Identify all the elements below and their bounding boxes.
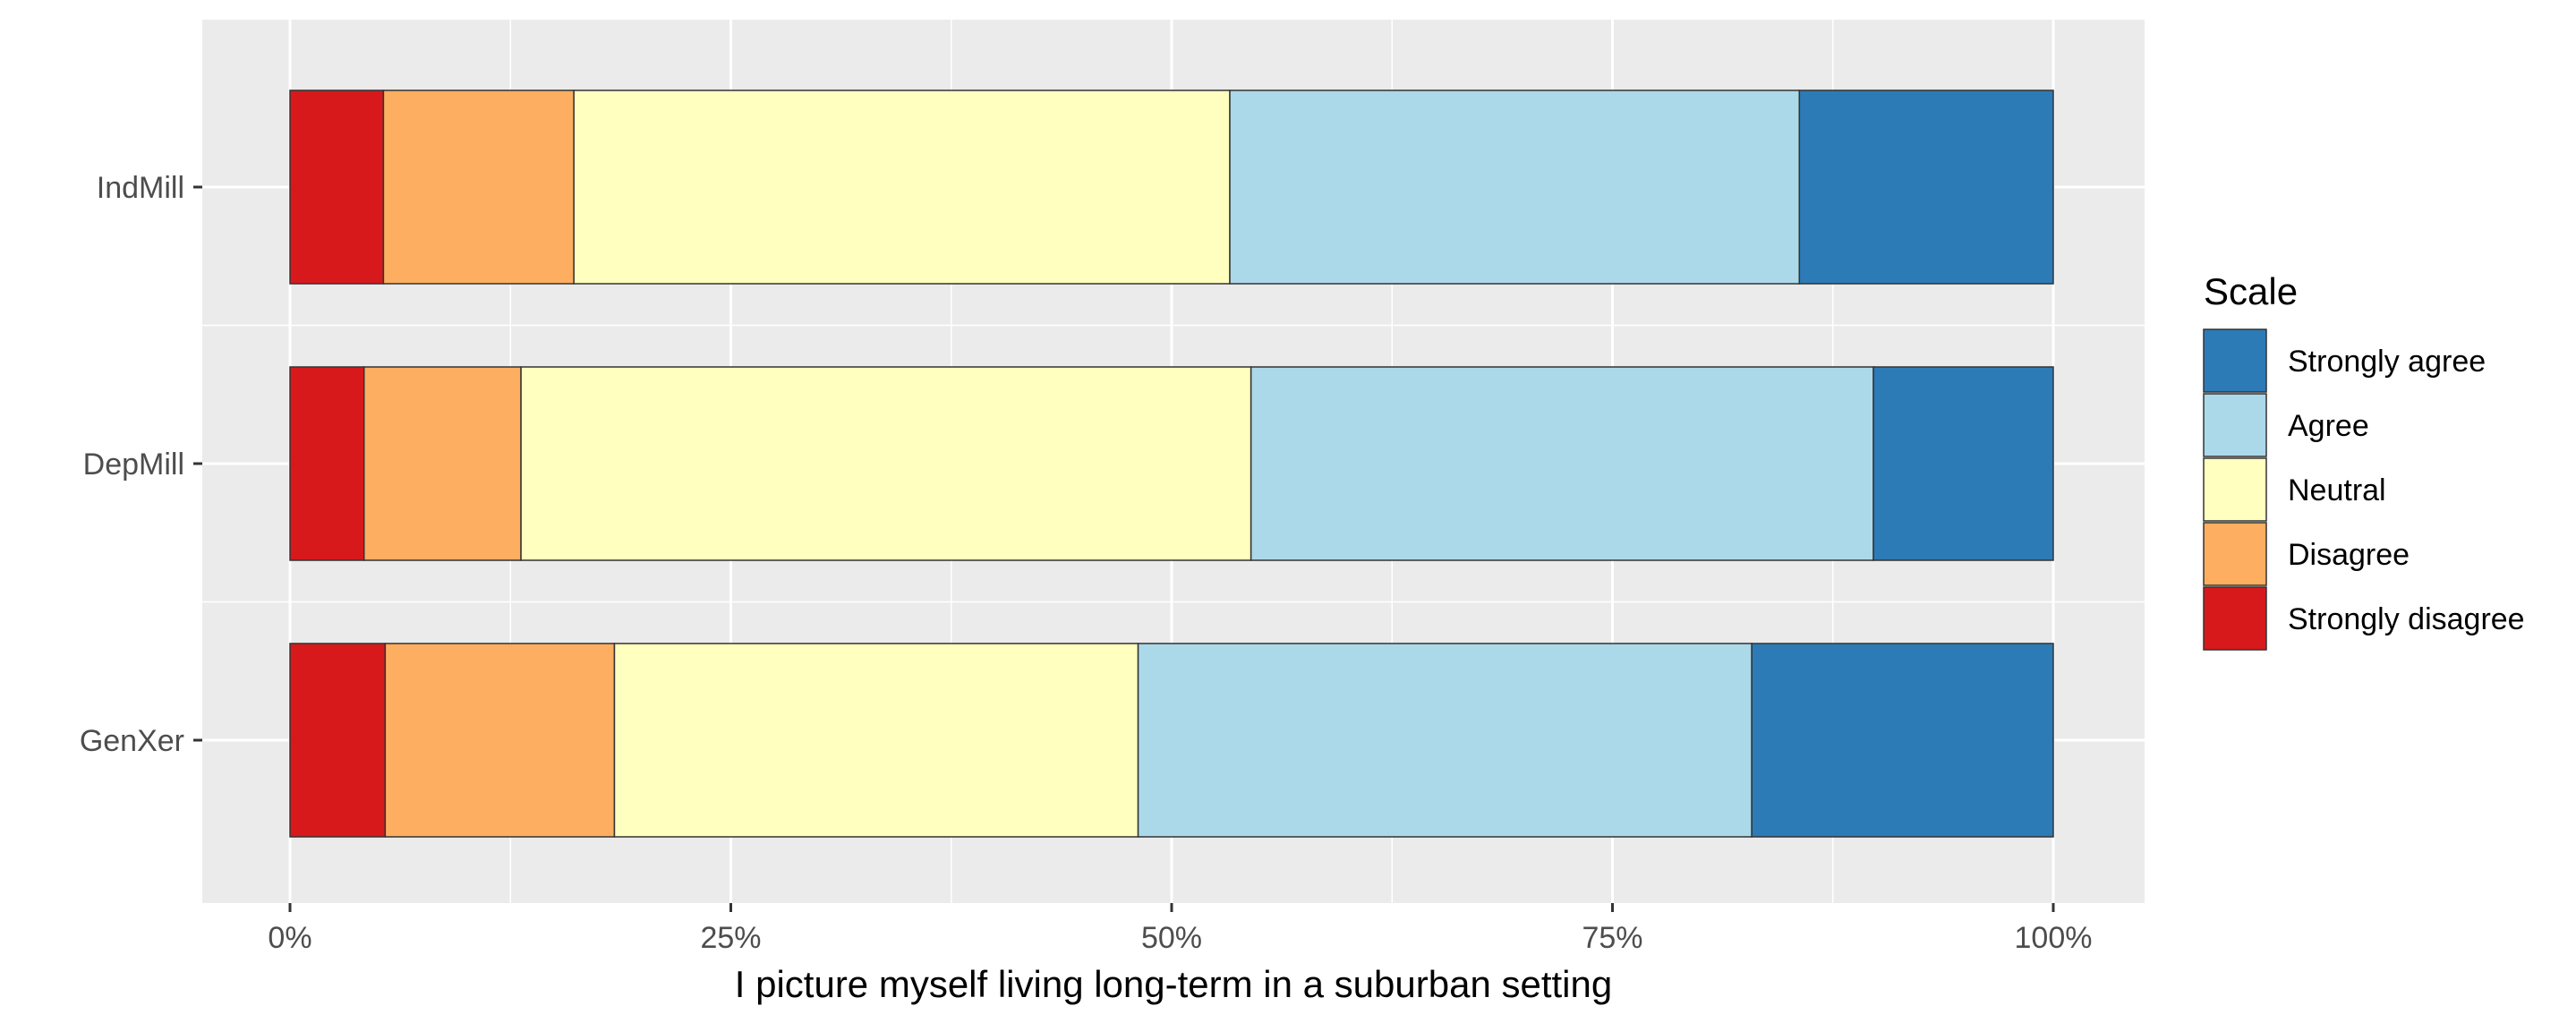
bar-segment xyxy=(1250,366,1874,561)
bar-segment xyxy=(520,366,1252,561)
y-axis: IndMill DepMill GenXer xyxy=(80,171,202,758)
y-tick-label: IndMill xyxy=(97,171,184,205)
legend-key xyxy=(2203,586,2267,651)
bars xyxy=(289,90,2054,838)
x-tick-label: 50% xyxy=(1141,921,1202,955)
legend-key xyxy=(2203,328,2267,393)
legend-title: Scale xyxy=(2204,270,2298,312)
bar-segment xyxy=(363,366,522,561)
legend-label: Strongly agree xyxy=(2288,345,2486,379)
bar-segment xyxy=(384,643,616,838)
bar-segment xyxy=(382,90,575,285)
legend-label: Strongly disagree xyxy=(2288,602,2525,636)
x-axis-title: I picture myself living long-term in a s… xyxy=(735,963,1612,1005)
bar-segment xyxy=(1798,90,2054,285)
legend: Scale Strongly agree Agree Neutral Disagree… xyxy=(2203,270,2525,651)
legend-key xyxy=(2203,522,2267,586)
bar-segment xyxy=(289,643,387,838)
bar-segment xyxy=(289,90,385,285)
x-tick-label: 25% xyxy=(700,921,761,955)
legend-label: Disagree xyxy=(2288,538,2410,572)
legend-key xyxy=(2203,457,2267,522)
legend-label: Agree xyxy=(2288,409,2369,443)
bar-segment xyxy=(1229,90,1801,285)
bar-segment xyxy=(1751,643,2054,838)
x-axis: 0% 25% 50% 75% 100% xyxy=(268,903,2092,955)
x-tick-label: 100% xyxy=(2015,921,2093,955)
bar-segment xyxy=(289,366,365,561)
bar-segment xyxy=(1137,643,1753,838)
y-tick-label: DepMill xyxy=(83,448,184,482)
x-tick-label: 75% xyxy=(1582,921,1642,955)
x-tick-label: 0% xyxy=(268,921,311,955)
bar-segment xyxy=(573,90,1231,285)
legend-key xyxy=(2203,393,2267,457)
y-tick-label: GenXer xyxy=(80,724,184,758)
legend-label: Neutral xyxy=(2288,473,2386,507)
bar-segment xyxy=(1872,366,2054,561)
bar-segment xyxy=(613,643,1139,838)
